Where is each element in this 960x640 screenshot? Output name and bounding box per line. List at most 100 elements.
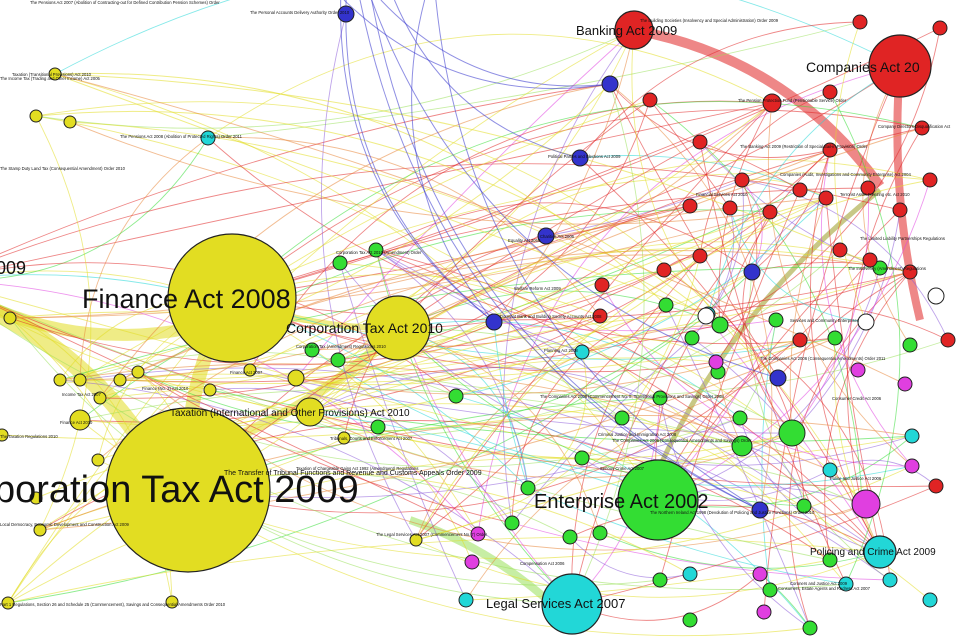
graph-node-circle[interactable] — [762, 204, 778, 220]
graph-node-circle[interactable] — [0, 428, 9, 442]
graph-node[interactable] — [802, 620, 818, 636]
graph-node-circle[interactable] — [485, 313, 503, 331]
graph-node-circle[interactable] — [601, 75, 619, 93]
node-policing-crime-act-2009[interactable] — [863, 535, 897, 569]
graph-node-circle[interactable] — [922, 172, 938, 188]
graph-node-circle[interactable] — [852, 14, 868, 30]
graph-node-circle[interactable] — [682, 612, 698, 628]
graph-node-circle[interactable] — [574, 450, 590, 466]
node-legal-services-act-2007[interactable] — [541, 573, 603, 635]
graph-node[interactable] — [464, 554, 480, 570]
graph-node-circle[interactable] — [682, 566, 698, 582]
graph-node[interactable] — [818, 190, 834, 206]
graph-node-circle[interactable] — [458, 592, 474, 608]
graph-node[interactable] — [537, 227, 555, 245]
graph-node[interactable] — [927, 287, 945, 305]
graph-node-circle[interactable] — [504, 515, 520, 531]
graph-node-circle[interactable] — [642, 92, 658, 108]
graph-node[interactable] — [692, 248, 708, 264]
graph-node-circle[interactable] — [53, 373, 67, 387]
graph-node-circle[interactable] — [592, 308, 608, 324]
graph-node[interactable] — [295, 397, 325, 427]
graph-node[interactable] — [872, 260, 888, 276]
graph-node[interactable] — [520, 480, 536, 496]
graph-node-circle[interactable] — [594, 277, 610, 293]
graph-node-circle[interactable] — [928, 478, 944, 494]
graph-node[interactable] — [3, 311, 17, 325]
graph-node[interactable] — [838, 576, 854, 592]
graph-node[interactable] — [762, 582, 778, 598]
graph-node-circle[interactable] — [658, 297, 674, 313]
graph-node-circle[interactable] — [73, 373, 87, 387]
graph-node[interactable] — [827, 330, 843, 346]
graph-node[interactable] — [33, 523, 47, 537]
graph-node[interactable] — [485, 313, 503, 331]
graph-node-circle[interactable] — [932, 20, 948, 36]
graph-node-circle[interactable] — [448, 388, 464, 404]
graph-node[interactable] — [458, 592, 474, 608]
graph-node-circle[interactable] — [882, 572, 898, 588]
graph-node[interactable] — [822, 142, 838, 158]
graph-node-circle[interactable] — [762, 582, 778, 598]
graph-node[interactable] — [562, 529, 578, 545]
node-banking-act-2009[interactable] — [614, 10, 654, 50]
graph-node[interactable] — [882, 572, 898, 588]
graph-node[interactable] — [860, 180, 876, 196]
graph-node[interactable] — [892, 202, 908, 218]
graph-node-circle[interactable] — [48, 67, 62, 81]
graph-node[interactable] — [682, 566, 698, 582]
graph-node-circle[interactable] — [850, 362, 866, 378]
graph-node[interactable] — [91, 453, 105, 467]
graph-node-circle[interactable] — [409, 533, 423, 547]
graph-node-circle[interactable] — [851, 489, 881, 519]
graph-node[interactable] — [1, 596, 15, 610]
graph-node[interactable] — [332, 255, 348, 271]
graph-node[interactable] — [897, 376, 913, 392]
graph-node[interactable] — [904, 428, 920, 444]
graph-node-circle[interactable] — [203, 383, 217, 397]
graph-node[interactable] — [368, 242, 384, 258]
graph-node-circle[interactable] — [165, 595, 179, 609]
graph-node-circle[interactable] — [857, 313, 875, 331]
graph-node[interactable] — [692, 134, 708, 150]
graph-node[interactable] — [470, 526, 486, 542]
graph-node[interactable] — [200, 130, 216, 146]
graph-node[interactable] — [29, 491, 43, 505]
graph-node[interactable] — [409, 533, 423, 547]
graph-node[interactable] — [682, 612, 698, 628]
graph-node[interactable] — [63, 115, 77, 129]
graph-node[interactable] — [370, 419, 386, 435]
graph-node-circle[interactable] — [656, 262, 672, 278]
graph-node-circle[interactable] — [822, 142, 838, 158]
graph-node[interactable] — [762, 204, 778, 220]
graph-node[interactable] — [656, 262, 672, 278]
graph-node[interactable] — [708, 354, 724, 370]
graph-node[interactable] — [752, 566, 768, 582]
graph-node[interactable] — [756, 604, 772, 620]
graph-node[interactable] — [852, 14, 868, 30]
graph-node-circle[interactable] — [63, 115, 77, 129]
graph-node-circle[interactable] — [796, 498, 812, 514]
graph-node[interactable] — [792, 182, 808, 198]
node-corporation-tax-act-2010[interactable] — [365, 295, 431, 361]
graph-node[interactable] — [751, 501, 769, 519]
graph-node-circle[interactable] — [592, 525, 608, 541]
graph-node-circle[interactable] — [93, 391, 107, 405]
graph-node-circle[interactable] — [743, 263, 761, 281]
graph-node-circle[interactable] — [684, 330, 700, 346]
graph-node[interactable] — [857, 313, 875, 331]
graph-node[interactable] — [652, 572, 668, 588]
graph-node-circle[interactable] — [892, 202, 908, 218]
graph-node-circle[interactable] — [752, 566, 768, 582]
graph-node-circle[interactable] — [792, 182, 808, 198]
graph-node-circle[interactable] — [470, 526, 486, 542]
graph-node-circle[interactable] — [337, 431, 351, 445]
graph-node-circle[interactable] — [827, 330, 843, 346]
graph-node[interactable] — [337, 5, 355, 23]
graph-node[interactable] — [743, 263, 761, 281]
graph-node[interactable] — [734, 172, 750, 188]
graph-node[interactable] — [769, 369, 787, 387]
graph-node[interactable] — [203, 383, 217, 397]
graph-node[interactable] — [762, 93, 782, 113]
